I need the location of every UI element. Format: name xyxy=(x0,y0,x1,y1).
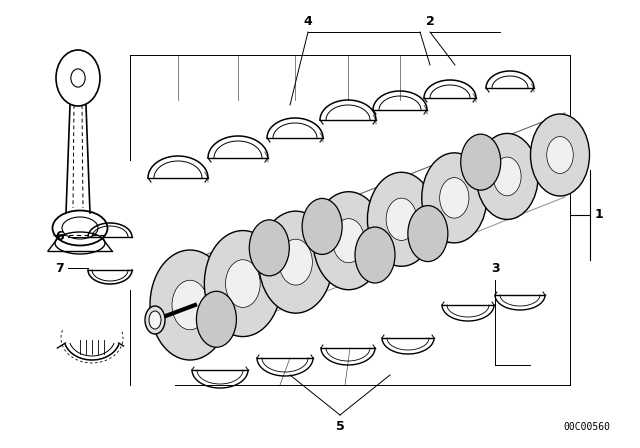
Text: 6: 6 xyxy=(56,231,64,244)
Ellipse shape xyxy=(145,306,165,334)
Ellipse shape xyxy=(259,211,333,313)
Text: 2: 2 xyxy=(426,15,435,28)
Ellipse shape xyxy=(422,153,487,243)
Ellipse shape xyxy=(547,137,573,173)
Ellipse shape xyxy=(476,134,538,220)
Ellipse shape xyxy=(461,134,500,190)
Ellipse shape xyxy=(196,291,236,347)
Ellipse shape xyxy=(493,157,521,196)
Ellipse shape xyxy=(333,219,365,263)
Ellipse shape xyxy=(367,172,435,266)
Text: 3: 3 xyxy=(491,262,499,275)
Text: 4: 4 xyxy=(303,15,312,28)
Ellipse shape xyxy=(225,260,260,307)
Ellipse shape xyxy=(531,114,589,196)
Ellipse shape xyxy=(279,239,312,285)
Ellipse shape xyxy=(172,280,208,330)
Ellipse shape xyxy=(250,220,289,276)
Text: 5: 5 xyxy=(335,420,344,433)
Ellipse shape xyxy=(313,192,384,290)
Text: 7: 7 xyxy=(55,262,64,275)
Ellipse shape xyxy=(355,227,395,283)
Ellipse shape xyxy=(440,177,469,218)
Ellipse shape xyxy=(408,206,448,262)
Text: 1: 1 xyxy=(595,208,604,221)
Ellipse shape xyxy=(204,231,282,336)
Ellipse shape xyxy=(386,198,417,241)
Ellipse shape xyxy=(149,311,161,329)
Ellipse shape xyxy=(302,198,342,254)
Ellipse shape xyxy=(150,250,230,360)
Text: 00C00560: 00C00560 xyxy=(563,422,610,432)
